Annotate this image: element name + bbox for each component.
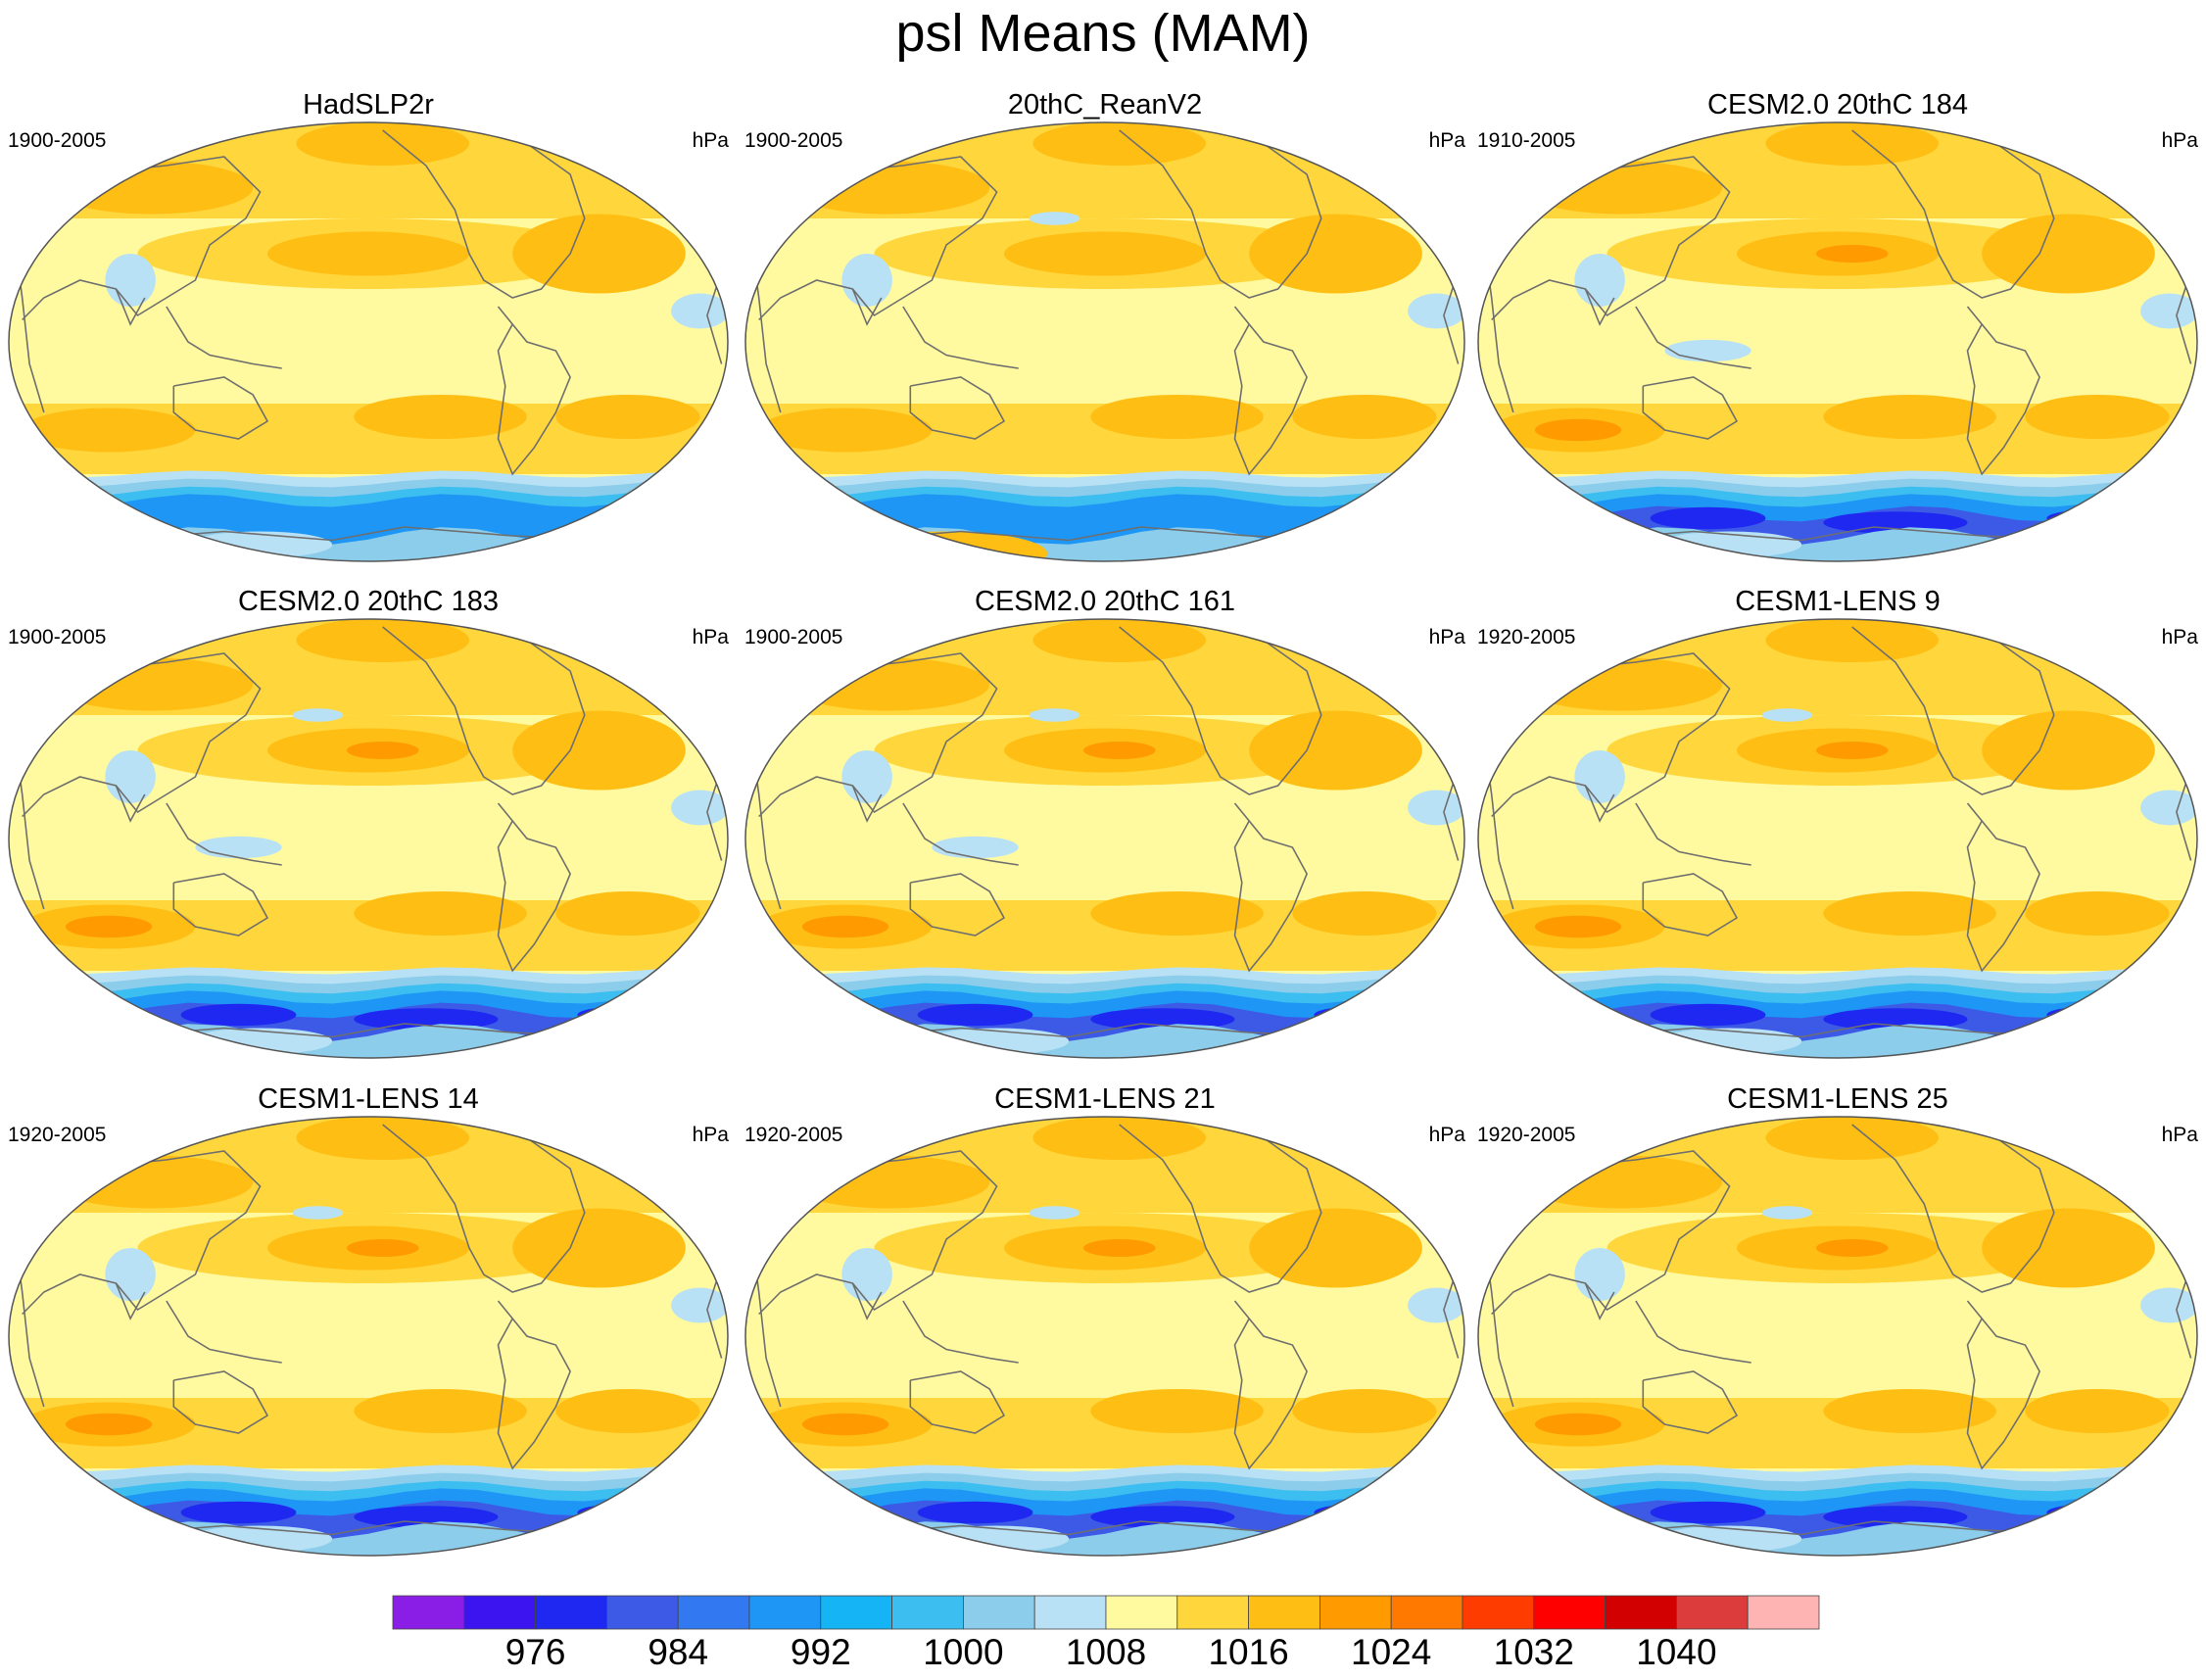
world-map [1477,618,2198,1059]
colorbar-box [1462,1595,1535,1630]
world-map [8,618,729,1059]
pressure-field [1478,1117,2197,1556]
world-map [8,121,729,562]
world-map [744,1116,1465,1557]
colorbar-box [1605,1595,1677,1630]
colorbar-box [963,1595,1035,1630]
coastlines [750,129,1460,542]
map-outline [1477,618,2198,1059]
panel-title: CESM2.0 20thC 161 [975,586,1235,617]
colorbar-tick-label: 1040 [1636,1632,1717,1672]
figure-title: psl Means (MAM) [895,4,1311,63]
panel-years: 1920-2005 [1477,1124,1576,1146]
pressure-field [745,619,1464,1058]
panel-units: hPa [692,1124,729,1146]
colorbar-box [1176,1595,1249,1630]
colorbar-box [820,1595,892,1630]
colorbar-tick-label: 976 [504,1632,566,1672]
pressure-field [9,619,728,1058]
panel-title: CESM1-LENS 14 [258,1083,479,1115]
colorbar-box [1390,1595,1463,1630]
panel-years: 1900-2005 [744,626,843,648]
panel-units: hPa [692,129,729,152]
panel-title: CESM2.0 20thC 183 [238,586,499,617]
panel-title: HadSLP2r [303,89,434,120]
map-panel: CESM2.0 20thC 183 1900-2005 hPa [0,585,737,1075]
colorbar-box [535,1595,607,1630]
map-panel: CESM1-LENS 9 1920-2005 hPa [1469,585,2206,1075]
map-outline [1477,121,2198,562]
coastlines [1483,1124,2192,1536]
panel-years: 1920-2005 [8,1124,107,1146]
world-map [8,1116,729,1557]
colorbar-tick-label: 992 [790,1632,851,1672]
map-panel: HadSLP2r 1900-2005 hPa [0,88,737,578]
panel-units: hPa [1428,1124,1465,1146]
map-outline [8,1116,729,1557]
world-map [1477,1116,2198,1557]
panel-title: CESM1-LENS 9 [1735,586,1941,617]
colorbar-box [1676,1595,1749,1630]
pressure-field [745,1117,1464,1556]
colorbar-box [605,1595,679,1630]
pressure-field [1478,619,2197,1058]
map-panel: CESM2.0 20thC 161 1900-2005 hPa [737,585,1473,1075]
map-outline [8,618,729,1059]
colorbar-tick-label: 1032 [1493,1632,1574,1672]
panel-years: 1920-2005 [744,1124,843,1146]
map-outline [744,121,1465,562]
colorbar-tick-label: 1016 [1208,1632,1289,1672]
coastlines [1483,626,2192,1038]
map-panel: 20thC_ReanV2 1900-2005 hPa [737,88,1473,578]
colorbar-box [463,1595,537,1630]
coastlines [1483,129,2192,542]
panel-title: 20thC_ReanV2 [1007,89,1203,120]
colorbar-tick-label: 1008 [1065,1632,1147,1672]
panel-title: CESM1-LENS 25 [1727,1083,1948,1115]
colorbar-box [1105,1595,1178,1630]
colorbar-box [677,1595,750,1630]
colorbar-box [1319,1595,1392,1630]
colorbar-box [891,1595,964,1630]
colorbar-tick-label: 1024 [1351,1632,1432,1672]
map-panel: CESM2.0 20thC 184 1910-2005 hPa [1469,88,2206,578]
colorbar-tick-label: 1000 [923,1632,1004,1672]
panel-title: CESM2.0 20thC 184 [1707,89,1968,120]
colorbar-box [1533,1595,1607,1630]
panel-units: hPa [1428,626,1465,648]
map-outline [1477,1116,2198,1557]
panel-years: 1910-2005 [1477,129,1576,152]
colorbar-box [392,1595,465,1630]
colorbar-tick-label: 984 [647,1632,709,1672]
world-map [744,121,1465,562]
panel-units: hPa [1428,129,1465,152]
colorbar-box [748,1595,822,1630]
map-outline [8,121,729,562]
panel-years: 1920-2005 [1477,626,1576,648]
colorbar-box [1033,1595,1107,1630]
world-map [1477,121,2198,562]
pressure-field [9,1117,728,1556]
colorbar [392,1595,1820,1630]
pressure-field [1478,122,2197,561]
panel-units: hPa [2161,129,2198,152]
panel-units: hPa [2161,626,2198,648]
panel-title: CESM1-LENS 21 [994,1083,1216,1115]
map-outline [744,618,1465,1059]
panel-years: 1900-2005 [8,129,107,152]
map-panel: CESM1-LENS 14 1920-2005 hPa [0,1082,737,1572]
panel-units: hPa [692,626,729,648]
map-panel: CESM1-LENS 21 1920-2005 hPa [737,1082,1473,1572]
coastlines [14,626,723,1038]
world-map [744,618,1465,1059]
pressure-field [9,122,728,561]
map-outline [744,1116,1465,1557]
map-panel: CESM1-LENS 25 1920-2005 hPa [1469,1082,2206,1572]
pressure-field [745,122,1464,561]
panel-years: 1900-2005 [744,129,843,152]
panel-years: 1900-2005 [8,626,107,648]
colorbar-box [1747,1595,1820,1630]
colorbar-box [1248,1595,1320,1630]
panel-units: hPa [2161,1124,2198,1146]
